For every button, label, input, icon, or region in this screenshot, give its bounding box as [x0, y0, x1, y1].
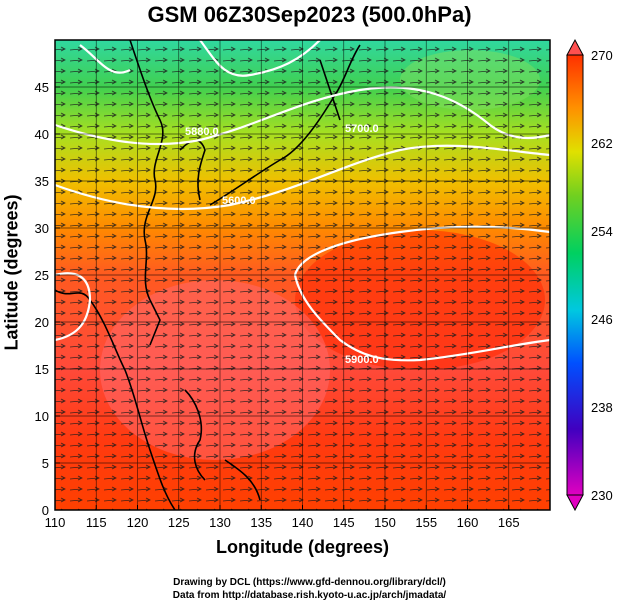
- y-tick-label: 45: [35, 80, 49, 95]
- y-tick-label: 30: [35, 221, 49, 236]
- x-tick-label: 120: [127, 515, 149, 530]
- chart-title: GSM 06Z30Sep2023 (500.0hPa): [147, 2, 472, 27]
- y-tick-label: 40: [35, 127, 49, 142]
- credit-data: Data from http://database.rish.kyoto-u.a…: [172, 590, 447, 601]
- x-tick-label: 160: [457, 515, 479, 530]
- x-tick-label: 125: [168, 515, 190, 530]
- colorbar-label: 270: [591, 48, 613, 63]
- x-tick-label: 110: [45, 515, 66, 530]
- y-axis: 0 5 10 15 20 25 30 35 40 45: [35, 80, 60, 518]
- colorbar-ticks: 270 262 254 246 238 230: [591, 48, 613, 503]
- x-tick-label: 165: [498, 515, 520, 530]
- x-tick-label: 135: [250, 515, 272, 530]
- y-tick-label: 20: [35, 315, 49, 330]
- y-tick-label: 0: [42, 503, 49, 518]
- contour-label: 5600.0: [222, 195, 256, 207]
- x-axis: 110 115 120 125 130 135 140 145 150 155 160 165: [45, 505, 520, 530]
- colorbar-max-arrow: [566, 38, 584, 56]
- height-contours: [54, 39, 551, 362]
- y-tick-label: 35: [35, 174, 49, 189]
- y-tick-label: 25: [35, 268, 49, 283]
- x-tick-label: 150: [374, 515, 396, 530]
- contour-label: 5700.0: [345, 123, 379, 135]
- coastlines: [54, 39, 361, 511]
- colorbar-min-arrow: [566, 494, 584, 512]
- colorbar-label: 254: [591, 224, 613, 239]
- y-axis-label: Latitude (degrees): [1, 194, 22, 351]
- colorbar-label: 230: [591, 488, 613, 503]
- y-tick-label: 5: [42, 456, 49, 471]
- y-tick-label: 10: [35, 409, 49, 424]
- x-tick-label: 130: [209, 515, 231, 530]
- credit-drawing: Drawing by DCL (https://www.gfd-dennou.o…: [173, 577, 446, 588]
- x-tick-label: 145: [333, 515, 355, 530]
- x-tick-label: 155: [415, 515, 437, 530]
- colorbar-label: 246: [591, 312, 613, 327]
- x-axis-label: Longitude (degrees): [215, 537, 389, 557]
- colorbar-label: 262: [591, 136, 613, 151]
- contour-label: 5880.0: [185, 126, 219, 138]
- x-tick-label: 115: [86, 515, 107, 530]
- credits: Drawing by DCL (https://www.gfd-dennou.o…: [0, 576, 619, 602]
- colorbar-label: 238: [591, 400, 613, 415]
- contour-label: 5900.0: [345, 354, 379, 366]
- x-tick-label: 140: [292, 515, 314, 530]
- y-tick-label: 15: [35, 362, 49, 377]
- colorbar: [566, 54, 584, 496]
- graticule: [55, 40, 550, 510]
